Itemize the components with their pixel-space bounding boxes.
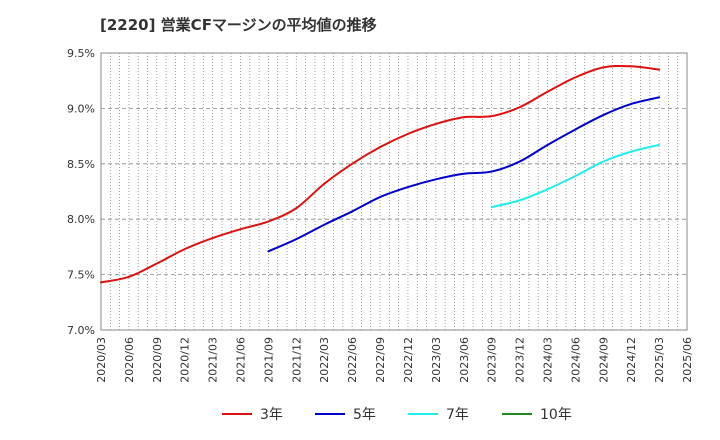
series-line-2 <box>267 96 661 253</box>
x-tick-label: 2021/09 <box>262 337 275 383</box>
x-tick-label: 2025/03 <box>653 337 666 383</box>
y-tick-label: 9.5% <box>67 47 95 60</box>
x-tick-label: 2024/03 <box>541 337 554 383</box>
y-tick-label: 8.0% <box>67 213 95 226</box>
x-tick-label: 2020/03 <box>95 337 108 383</box>
series-line-1 <box>100 65 661 284</box>
series-line-3 <box>490 143 661 209</box>
legend: 3年 5年 7年 10年 <box>222 407 572 423</box>
legend-label-2: 5年 <box>353 407 376 423</box>
plot-frame <box>100 52 688 331</box>
x-tick-label: 2023/09 <box>486 337 499 383</box>
x-axis: 2020/03 2020/06 2020/09 2020/12 2021/03 2021/… <box>95 337 694 383</box>
x-tick-label: 2020/12 <box>179 337 192 383</box>
x-tick-label: 2024/06 <box>569 337 582 383</box>
legend-label-4: 10年 <box>540 407 572 423</box>
y-tick-label: 7.0% <box>67 324 95 337</box>
y-axis: 7.0% 7.5% 8.0% 8.5% 9.0% 9.5% <box>67 47 95 337</box>
x-tick-label: 2024/09 <box>597 337 610 383</box>
x-tick-label: 2022/06 <box>346 337 359 383</box>
y-tick-label: 7.5% <box>67 269 95 282</box>
y-tick-label: 9.0% <box>67 102 95 115</box>
x-tick-label: 2020/09 <box>151 337 164 383</box>
y-tick-label: 8.5% <box>67 158 95 171</box>
legend-label-1: 3年 <box>260 407 283 423</box>
x-tick-label: 2021/12 <box>290 337 303 383</box>
x-tick-label: 2025/06 <box>681 337 694 383</box>
x-tick-label: 2023/06 <box>458 337 471 383</box>
x-tick-label: 2023/03 <box>430 337 443 383</box>
x-tick-label: 2023/12 <box>514 337 527 383</box>
x-tick-label: 2024/12 <box>625 337 638 383</box>
legend-label-3: 7年 <box>446 407 469 423</box>
x-tick-label: 2021/06 <box>235 337 248 383</box>
x-tick-label: 2022/09 <box>374 337 387 383</box>
x-tick-label: 2021/03 <box>207 337 220 383</box>
x-tick-label: 2022/12 <box>402 337 415 383</box>
x-tick-label: 2022/03 <box>318 337 331 383</box>
x-tick-label: 2020/06 <box>123 337 136 383</box>
chart-title: [2220] 営業CFマージンの平均値の推移 <box>100 16 377 34</box>
series-lines <box>100 65 661 284</box>
